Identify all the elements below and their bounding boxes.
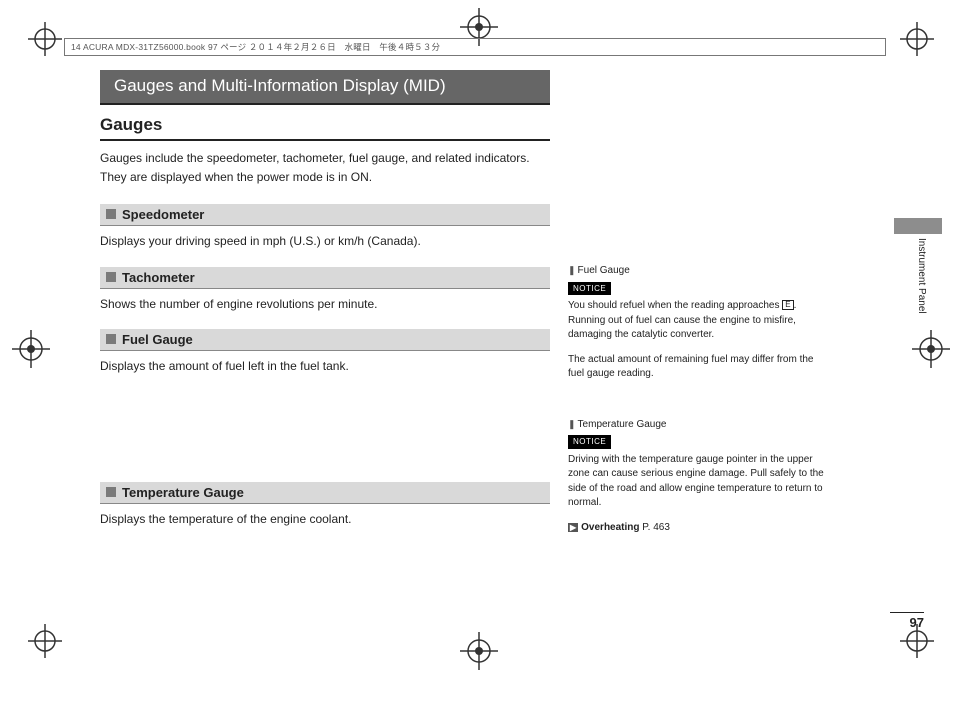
page-content: Gauges and Multi-Information Display (MI…	[100, 70, 860, 539]
sub-speedometer-body: Displays your driving speed in mph (U.S.…	[100, 226, 550, 261]
side-tab-label: Instrument Panel	[916, 238, 927, 314]
sub-fuel-body: Displays the amount of fuel left in the …	[100, 351, 550, 386]
section-title: Gauges	[100, 105, 550, 141]
page-number: 97	[890, 612, 924, 630]
crop-mark-tr	[900, 22, 934, 56]
sub-temperature-heading: Temperature Gauge	[100, 482, 550, 504]
side-column: Fuel Gauge NOTICE You should refuel when…	[568, 70, 828, 535]
sub-fuel-heading: Fuel Gauge	[100, 329, 550, 351]
empty-icon: E	[782, 300, 793, 310]
intro-text: Gauges include the speedometer, tachomet…	[100, 141, 550, 198]
side-fuel-p2: The actual amount of remaining fuel may …	[568, 353, 828, 382]
sub-tachometer-body: Shows the number of engine revolutions p…	[100, 289, 550, 324]
crop-mark-mr	[912, 330, 950, 368]
side-temp-title: Temperature Gauge	[568, 418, 828, 433]
side-tab-bar	[894, 218, 942, 234]
side-fuel-p1a: You should refuel when the reading appro…	[568, 300, 782, 311]
side-temp-link: Overheating P. 463	[568, 521, 828, 536]
sub-tachometer-heading: Tachometer	[100, 267, 550, 289]
main-column: Gauges and Multi-Information Display (MI…	[100, 70, 550, 539]
sub-speedometer-heading: Speedometer	[100, 204, 550, 226]
notice-badge: NOTICE	[568, 282, 611, 296]
trim-header: 14 ACURA MDX-31TZ56000.book 97 ページ ２０１４年…	[64, 38, 886, 56]
side-tab: Instrument Panel	[864, 218, 942, 328]
crop-mark-bl	[28, 624, 62, 658]
side-temp-p1: Driving with the temperature gauge point…	[568, 453, 828, 511]
chapter-title: Gauges and Multi-Information Display (MI…	[100, 70, 550, 105]
side-fuel-title: Fuel Gauge	[568, 264, 828, 279]
side-fuel-p1: You should refuel when the reading appro…	[568, 299, 828, 343]
crop-mark-ml	[12, 330, 50, 368]
overheating-link-page: P. 463	[642, 522, 670, 533]
sub-temperature-body: Displays the temperature of the engine c…	[100, 504, 550, 539]
overheating-link-label: Overheating	[568, 522, 640, 533]
crop-mark-tl	[28, 22, 62, 56]
crop-mark-mb	[460, 632, 498, 670]
notice-badge: NOTICE	[568, 435, 611, 449]
